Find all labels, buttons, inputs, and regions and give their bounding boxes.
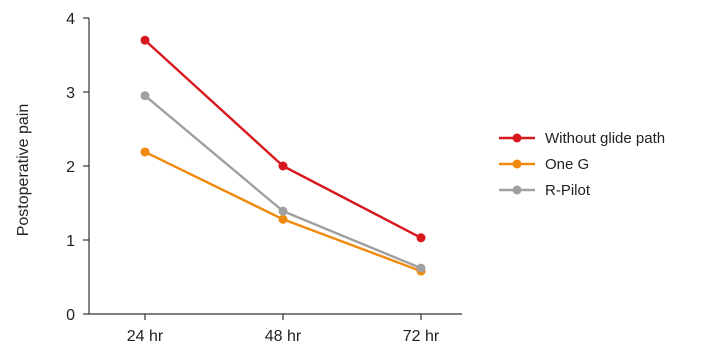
legend: Without glide path One G R-Pilot xyxy=(499,130,665,199)
x-tick-label: 48 hr xyxy=(265,328,302,345)
legend-item: One G xyxy=(499,156,589,173)
data-point xyxy=(278,161,288,171)
y-tick-label: 3 xyxy=(66,85,75,102)
y-tick-label: 2 xyxy=(66,159,75,176)
y-tick-label: 4 xyxy=(66,11,75,28)
axes: 0 1 2 3 4 24 hr 48 hr 72 hr xyxy=(66,11,462,345)
legend-swatch-marker xyxy=(512,159,522,169)
data-point xyxy=(140,91,150,101)
legend-swatch-marker xyxy=(512,133,522,143)
legend-item: Without glide path xyxy=(499,130,665,147)
data-point xyxy=(140,35,150,45)
data-point xyxy=(278,206,288,216)
x-tick-label: 24 hr xyxy=(127,328,164,345)
legend-label: R-Pilot xyxy=(545,182,591,199)
data-point xyxy=(278,214,288,224)
series-layer xyxy=(140,35,426,276)
y-tick-label: 1 xyxy=(66,233,75,250)
series-line xyxy=(144,94,422,270)
y-axis-title: Postoperative pain xyxy=(15,104,32,237)
data-point xyxy=(416,263,426,273)
x-tick-label: 72 hr xyxy=(403,328,440,345)
data-point xyxy=(140,147,150,157)
data-point xyxy=(416,233,426,243)
legend-item: R-Pilot xyxy=(499,182,591,199)
y-tick-label: 0 xyxy=(66,307,75,324)
legend-swatch-marker xyxy=(512,185,522,195)
legend-label: Without glide path xyxy=(545,130,665,147)
series-3 xyxy=(140,91,426,273)
legend-label: One G xyxy=(545,156,589,173)
series-1 xyxy=(140,35,426,243)
